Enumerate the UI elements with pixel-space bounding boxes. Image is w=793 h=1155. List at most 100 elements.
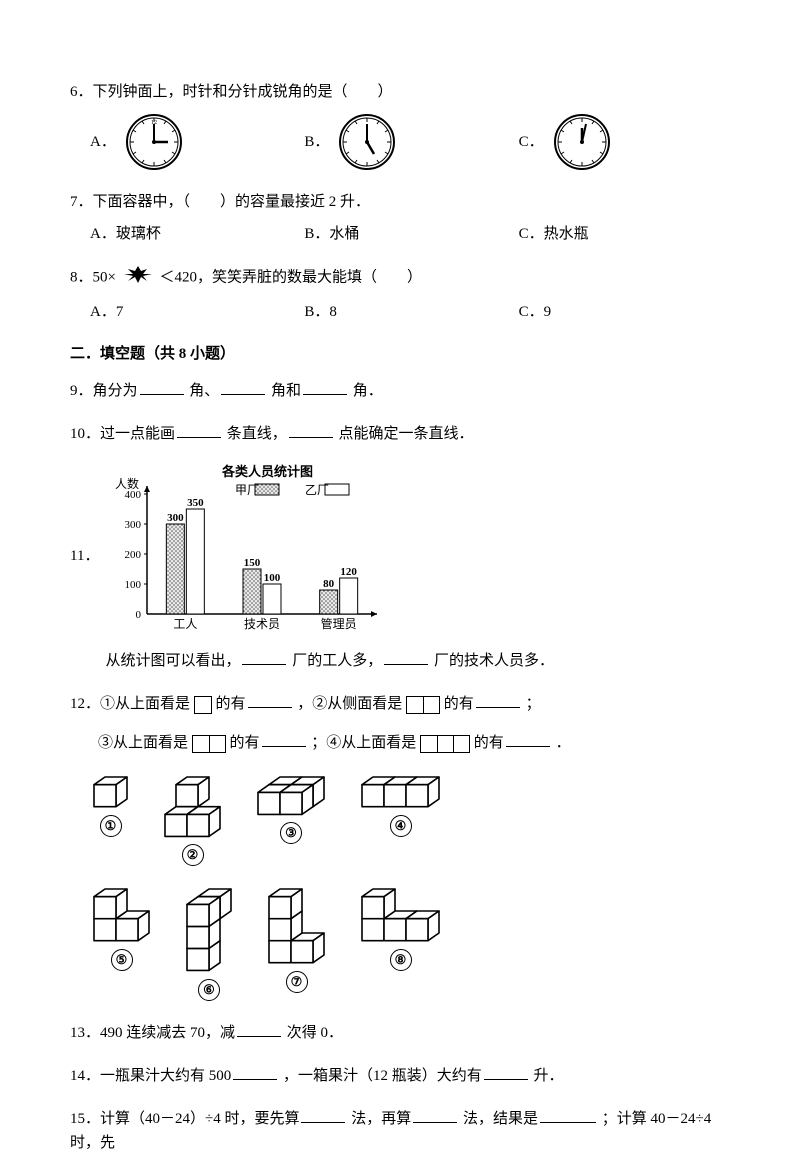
cube-row-2: ⑤ ⑥ ⑦ ⑧ bbox=[90, 885, 723, 1001]
blank[interactable] bbox=[140, 378, 184, 395]
q11-caption: 厂的技术人员多． bbox=[434, 653, 554, 669]
blank[interactable] bbox=[540, 1106, 596, 1123]
q8-b-label: B．8 bbox=[304, 300, 337, 324]
blank[interactable] bbox=[506, 730, 550, 747]
q6-choices: A． 12 B． bbox=[70, 112, 723, 172]
q11-caption: 厂的工人多， bbox=[292, 653, 382, 669]
cube-fig-2: ② bbox=[161, 773, 224, 867]
q9-part: 角、 bbox=[189, 383, 219, 399]
blank[interactable] bbox=[476, 691, 520, 708]
svg-text:300: 300 bbox=[168, 512, 185, 524]
q12-part: 12．①从上面看是 bbox=[70, 696, 190, 712]
q9-part: 角和 bbox=[271, 383, 301, 399]
q8-choice-a[interactable]: A．7 bbox=[90, 300, 294, 324]
q7-choice-c[interactable]: C．热水瓶 bbox=[519, 222, 723, 246]
q13-part: 次得 0． bbox=[287, 1025, 343, 1041]
q12-part: ． bbox=[556, 735, 571, 751]
q8-choice-b[interactable]: B．8 bbox=[304, 300, 508, 324]
svg-text:300: 300 bbox=[125, 519, 142, 531]
svg-text:乙厂: 乙厂 bbox=[305, 483, 329, 497]
q6-text: 6．下列钟面上，时针和分针成锐角的是（ ） bbox=[70, 80, 723, 104]
q15-part: 法，再算 bbox=[351, 1111, 411, 1127]
top-view-1-square bbox=[194, 696, 212, 714]
side-view-2-squares bbox=[406, 696, 440, 714]
q8-post: ＜420，笑笑弄脏的数最大能填（ ） bbox=[159, 269, 422, 285]
clock-icon bbox=[337, 112, 397, 172]
cube-fig-3: ③ bbox=[254, 773, 328, 867]
blank[interactable] bbox=[177, 421, 221, 438]
cube-fig-6: ⑥ bbox=[183, 885, 235, 1001]
label-1: ① bbox=[100, 815, 122, 837]
question-10: 10．过一点能画 条直线， 点能确定一条直线． bbox=[70, 421, 723, 446]
svg-text:350: 350 bbox=[188, 497, 205, 509]
svg-text:甲厂: 甲厂 bbox=[235, 483, 259, 497]
blank[interactable] bbox=[413, 1106, 457, 1123]
top-view-3-squares bbox=[420, 735, 470, 753]
q11-number: 11． bbox=[70, 544, 99, 568]
q9-part: 9．角分为 bbox=[70, 383, 138, 399]
bar-chart: 各类人员统计图人数甲厂乙厂1002003004000300350工人150100… bbox=[105, 464, 554, 673]
q8-a-label: A．7 bbox=[90, 300, 123, 324]
cube-fig-4: ④ bbox=[358, 773, 443, 867]
label-7: ⑦ bbox=[286, 971, 308, 993]
q7-choice-b[interactable]: B．水桶 bbox=[304, 222, 508, 246]
svg-text:各类人员统计图: 各类人员统计图 bbox=[221, 464, 313, 479]
q13-part: 13．490 连续减去 70，减 bbox=[70, 1025, 235, 1041]
q7-a-label: A．玻璃杯 bbox=[90, 222, 161, 246]
question-14: 14．一瓶果汁大约有 500 ，一箱果汁（12 瓶装）大约有 升． bbox=[70, 1063, 723, 1088]
label-8: ⑧ bbox=[390, 949, 412, 971]
label-5: ⑤ bbox=[111, 949, 133, 971]
blank[interactable] bbox=[237, 1020, 281, 1037]
svg-text:工人: 工人 bbox=[174, 617, 198, 631]
question-6: 6．下列钟面上，时针和分针成锐角的是（ ） A． 12 bbox=[70, 80, 723, 172]
blank[interactable] bbox=[301, 1106, 345, 1123]
ink-splat-icon bbox=[122, 264, 154, 292]
q10-part: 点能确定一条直线． bbox=[339, 426, 474, 442]
section-2-heading: 二．填空题（共 8 小题） bbox=[70, 342, 723, 366]
cube-row-1: ① ② ③ ④ bbox=[90, 773, 723, 867]
q6-choice-a[interactable]: A． 12 bbox=[90, 112, 294, 172]
blank[interactable] bbox=[484, 1063, 528, 1080]
q10-part: 条直线， bbox=[227, 426, 287, 442]
q8-c-label: C．9 bbox=[519, 300, 552, 324]
q11-caption: 从统计图可以看出， bbox=[105, 653, 240, 669]
blank[interactable] bbox=[242, 648, 286, 665]
label-2: ② bbox=[182, 844, 204, 866]
label-4: ④ bbox=[390, 815, 412, 837]
label-6: ⑥ bbox=[198, 979, 220, 1001]
svg-text:100: 100 bbox=[264, 572, 281, 584]
q7-c-label: C．热水瓶 bbox=[519, 222, 589, 246]
q14-part: 14．一瓶果汁大约有 500 bbox=[70, 1068, 231, 1084]
blank[interactable] bbox=[303, 378, 347, 395]
blank[interactable] bbox=[262, 730, 306, 747]
q12-part: ； bbox=[526, 696, 541, 712]
svg-text:200: 200 bbox=[125, 549, 142, 561]
q8-pre: 8．50× bbox=[70, 269, 116, 285]
question-12: 12．①从上面看是 的有 ，②从侧面看是 的有 ； ③从上面看是 的有 ；④从上… bbox=[70, 691, 723, 1002]
question-15: 15．计算（40－24）÷4 时，要先算 法，再算 法，结果是 ；计算 40－2… bbox=[70, 1106, 723, 1155]
svg-text:400: 400 bbox=[125, 489, 142, 501]
cube-fig-1: ① bbox=[90, 773, 131, 867]
blank[interactable] bbox=[221, 378, 265, 395]
question-11: 11． 各类人员统计图人数甲厂乙厂1002003004000300350工人15… bbox=[70, 464, 723, 673]
blank[interactable] bbox=[384, 648, 428, 665]
label-3: ③ bbox=[280, 822, 302, 844]
q7-choice-a[interactable]: A．玻璃杯 bbox=[90, 222, 294, 246]
svg-text:管理员: 管理员 bbox=[321, 616, 357, 631]
q6-choice-b[interactable]: B． bbox=[304, 112, 508, 172]
svg-text:80: 80 bbox=[324, 578, 336, 590]
q9-part: 角． bbox=[353, 383, 383, 399]
question-8: 8．50× ＜420，笑笑弄脏的数最大能填（ ） A．7 B．8 C．9 bbox=[70, 264, 723, 324]
q10-part: 10．过一点能画 bbox=[70, 426, 175, 442]
q6-choice-c[interactable]: C． bbox=[519, 112, 723, 172]
svg-text:技术员: 技术员 bbox=[244, 617, 280, 631]
q12-part: 的有 bbox=[444, 696, 474, 712]
blank[interactable] bbox=[289, 421, 333, 438]
q12-part: 的有 bbox=[474, 735, 504, 751]
cube-fig-5: ⑤ bbox=[90, 885, 153, 1001]
svg-text:100: 100 bbox=[125, 579, 142, 591]
blank[interactable] bbox=[248, 691, 292, 708]
blank[interactable] bbox=[233, 1063, 277, 1080]
q8-choice-c[interactable]: C．9 bbox=[519, 300, 723, 324]
q6-a-label: A． bbox=[90, 130, 116, 154]
